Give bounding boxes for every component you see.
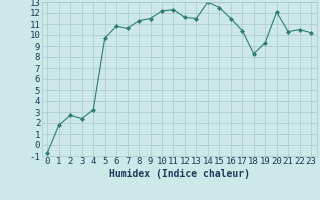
X-axis label: Humidex (Indice chaleur): Humidex (Indice chaleur) <box>109 169 250 179</box>
